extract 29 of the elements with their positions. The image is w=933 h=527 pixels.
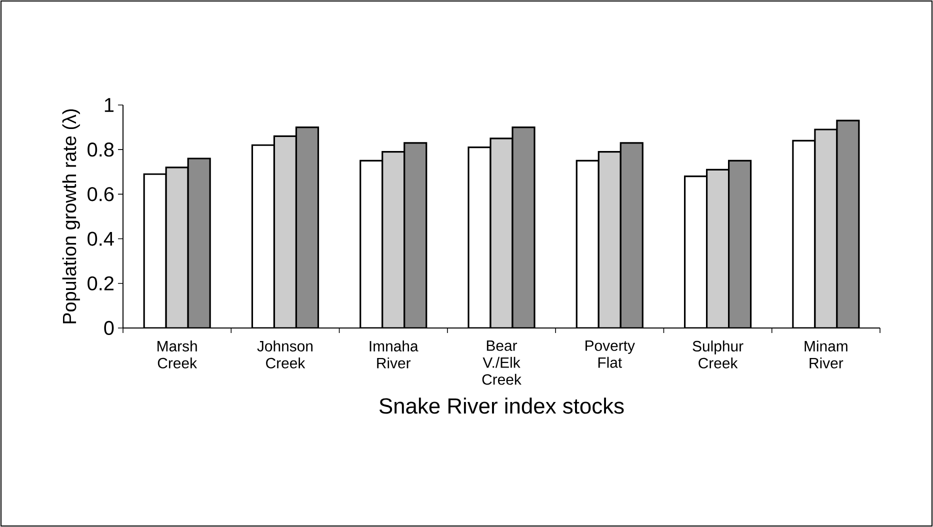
bar: [382, 151, 406, 328]
y-tick-label: 0.6: [88, 187, 114, 202]
bar: [165, 166, 189, 328]
x-tick-label: Poverty Flat: [586, 340, 635, 368]
bar: [490, 138, 514, 328]
y-tick-label: 0: [104, 320, 114, 336]
bar: [273, 135, 298, 328]
y-tick-label: 1: [104, 98, 114, 112]
x-tick-label: Imnaha River: [370, 340, 418, 368]
bar: [728, 160, 752, 328]
y-axis-title: Population growth rate (λ): [62, 109, 80, 324]
x-axis-title: Snake River index stocks: [379, 398, 624, 414]
x-tick-label: Minam River: [804, 340, 848, 368]
y-tick-label: 0.8: [88, 142, 114, 157]
bar: [814, 128, 838, 328]
y-tick-label: 0.4: [88, 232, 114, 246]
bar: [836, 120, 860, 328]
bar: [706, 168, 730, 328]
bar: [295, 126, 320, 328]
x-tick-label: Bear V./Elk Creek: [482, 340, 522, 385]
bar: [512, 126, 536, 328]
x-tick-label: Marsh Creek: [158, 340, 198, 368]
bar: [598, 151, 622, 328]
bar: [404, 142, 428, 328]
x-tick-label: Johnson Creek: [257, 340, 312, 368]
bar: [620, 142, 644, 328]
bar: [187, 158, 211, 328]
y-tick-label: 0.2: [88, 276, 114, 290]
x-tick-label: Sulphur Creek: [692, 340, 744, 368]
